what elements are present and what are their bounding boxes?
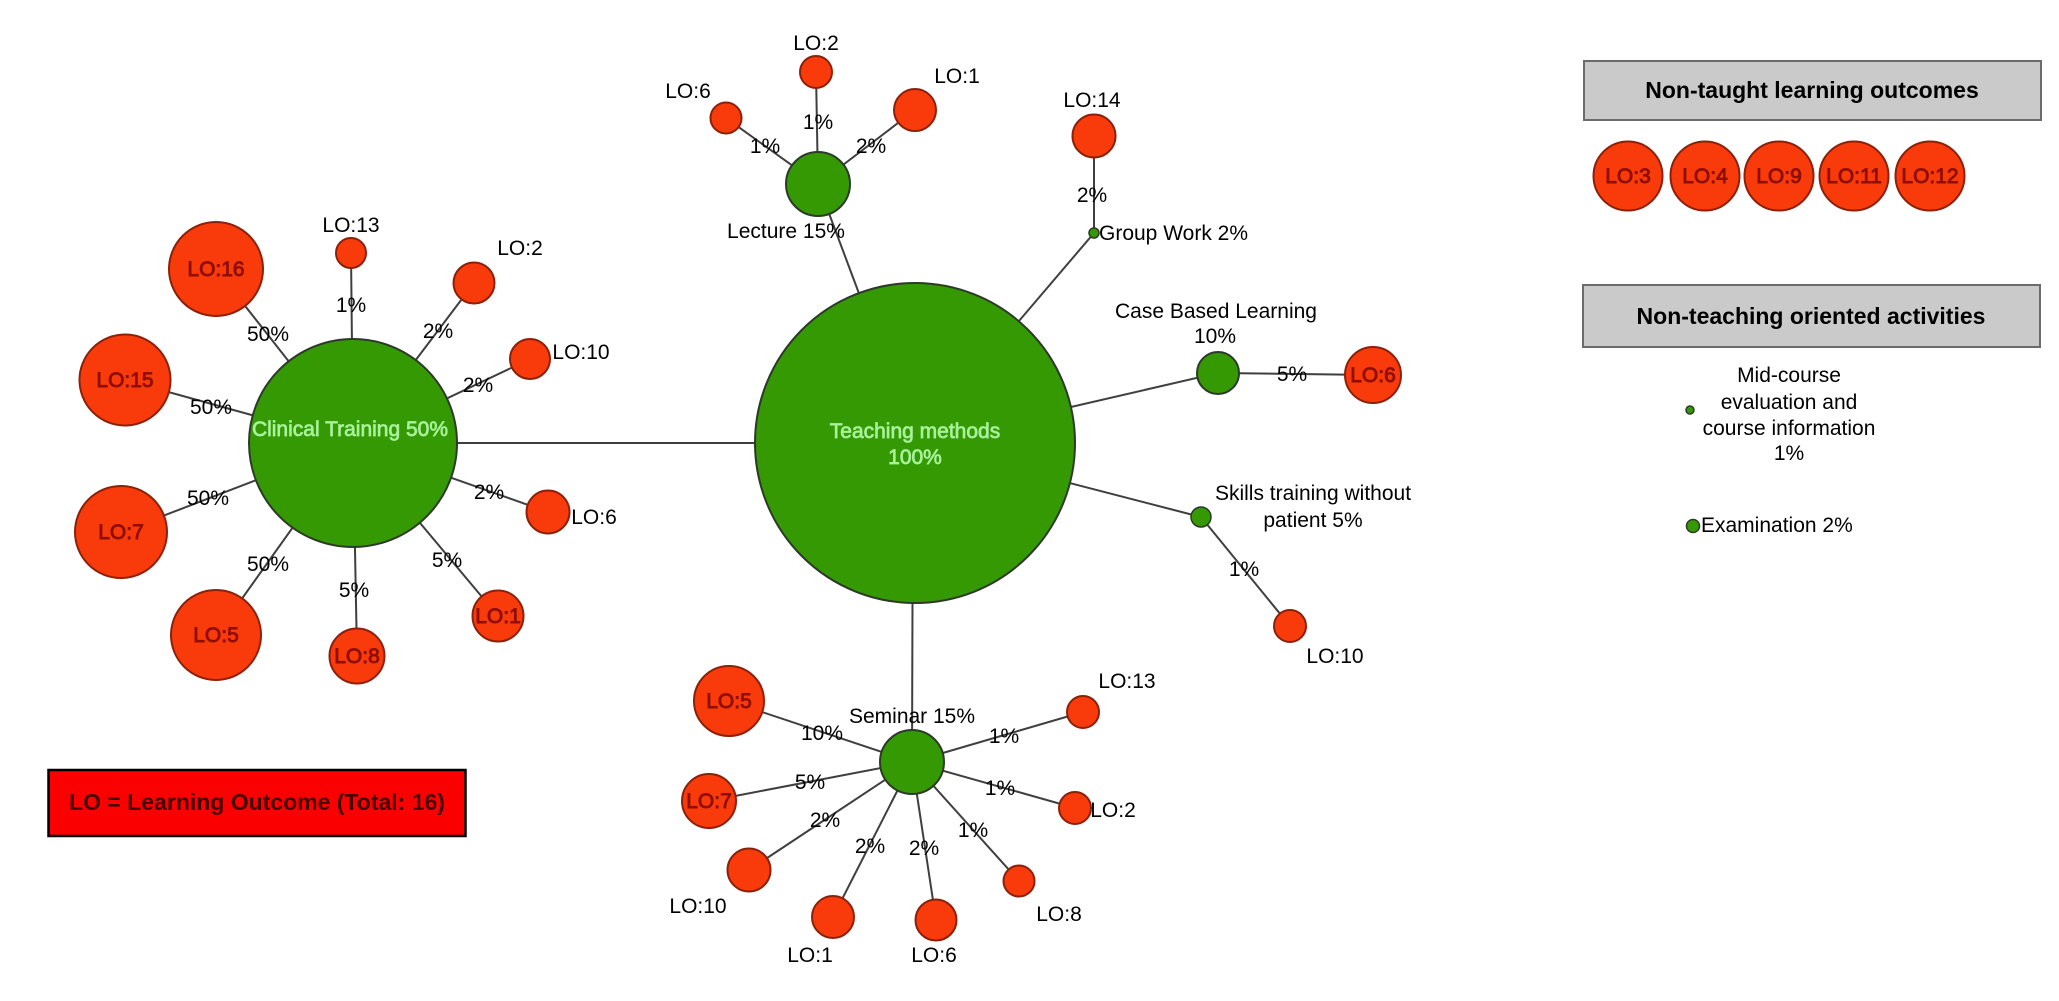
svg-text:LO:1: LO:1: [787, 944, 833, 967]
svg-text:1%: 1%: [958, 819, 988, 842]
svg-text:LO:13: LO:13: [322, 214, 379, 237]
svg-text:LO:14: LO:14: [1063, 89, 1121, 112]
svg-text:LO:5: LO:5: [706, 690, 752, 713]
svg-text:Case Based Learning: Case Based Learning: [1115, 300, 1317, 323]
svg-text:LO:9: LO:9: [1756, 165, 1802, 188]
svg-text:Clinical Training 50%: Clinical Training 50%: [252, 418, 448, 441]
svg-text:LO:8: LO:8: [1036, 903, 1082, 926]
svg-text:patient 5%: patient 5%: [1263, 509, 1362, 532]
svg-text:1%: 1%: [1774, 442, 1804, 465]
svg-text:100%: 100%: [888, 446, 942, 469]
svg-text:Non-teaching oriented activiti: Non-teaching oriented activities: [1637, 303, 1986, 329]
svg-text:2%: 2%: [909, 837, 939, 860]
svg-text:LO:1: LO:1: [934, 65, 980, 88]
svg-text:evaluation and: evaluation and: [1721, 391, 1858, 414]
svg-text:LO:10: LO:10: [552, 341, 609, 364]
svg-text:10%: 10%: [801, 722, 843, 745]
svg-text:50%: 50%: [247, 553, 289, 576]
svg-text:LO:4: LO:4: [1682, 165, 1728, 188]
svg-text:LO:13: LO:13: [1098, 670, 1155, 693]
svg-text:2%: 2%: [855, 835, 885, 858]
svg-text:course information: course information: [1703, 417, 1876, 440]
svg-text:LO:7: LO:7: [98, 521, 144, 544]
svg-text:2%: 2%: [423, 320, 453, 343]
svg-text:LO = Learning Outcome (Total:: LO = Learning Outcome (Total: 16): [69, 789, 445, 815]
svg-text:5%: 5%: [795, 771, 825, 794]
svg-text:LO:6: LO:6: [1350, 364, 1396, 387]
svg-text:Teaching methods: Teaching methods: [830, 420, 1000, 443]
svg-text:Examination 2%: Examination 2%: [1701, 514, 1853, 537]
svg-text:Seminar 15%: Seminar 15%: [849, 705, 975, 728]
svg-text:Mid-course: Mid-course: [1737, 364, 1841, 387]
svg-text:LO:1: LO:1: [475, 605, 521, 628]
svg-text:LO:8: LO:8: [334, 645, 380, 668]
svg-text:Lecture 15%: Lecture 15%: [727, 220, 845, 243]
svg-text:LO:11: LO:11: [1826, 165, 1882, 188]
svg-text:2%: 2%: [856, 135, 886, 158]
svg-text:50%: 50%: [187, 487, 229, 510]
svg-text:1%: 1%: [750, 135, 780, 158]
svg-text:LO:6: LO:6: [571, 506, 617, 529]
svg-text:LO:2: LO:2: [793, 32, 839, 55]
svg-text:LO:7: LO:7: [686, 790, 732, 813]
svg-text:LO:6: LO:6: [665, 80, 711, 103]
svg-text:50%: 50%: [190, 396, 232, 419]
svg-text:LO:16: LO:16: [187, 258, 244, 281]
svg-text:LO:10: LO:10: [669, 895, 726, 918]
svg-text:LO:6: LO:6: [911, 944, 957, 967]
svg-text:2%: 2%: [463, 374, 493, 397]
svg-text:5%: 5%: [339, 579, 369, 602]
svg-text:Non-taught learning outcomes: Non-taught learning outcomes: [1645, 77, 1979, 103]
svg-text:1%: 1%: [989, 725, 1019, 748]
svg-text:50%: 50%: [247, 323, 289, 346]
svg-text:2%: 2%: [474, 481, 504, 504]
svg-text:LO:2: LO:2: [1090, 799, 1136, 822]
svg-text:2%: 2%: [1077, 184, 1107, 207]
svg-text:10%: 10%: [1194, 325, 1236, 348]
svg-text:LO:10: LO:10: [1306, 645, 1363, 668]
svg-text:Group Work 2%: Group Work 2%: [1099, 222, 1248, 245]
svg-text:LO:5: LO:5: [193, 624, 239, 647]
svg-text:1%: 1%: [336, 294, 366, 317]
svg-text:5%: 5%: [432, 549, 462, 572]
svg-text:2%: 2%: [810, 809, 840, 832]
svg-text:LO:3: LO:3: [1605, 165, 1651, 188]
svg-text:Skills training without: Skills training without: [1215, 482, 1411, 505]
svg-text:5%: 5%: [1277, 363, 1307, 386]
svg-text:1%: 1%: [1229, 558, 1259, 581]
svg-text:LO:12: LO:12: [1901, 165, 1958, 188]
svg-text:1%: 1%: [803, 111, 833, 134]
svg-text:LO:15: LO:15: [96, 369, 153, 392]
svg-text:1%: 1%: [985, 777, 1015, 800]
svg-text:LO:2: LO:2: [497, 237, 543, 260]
